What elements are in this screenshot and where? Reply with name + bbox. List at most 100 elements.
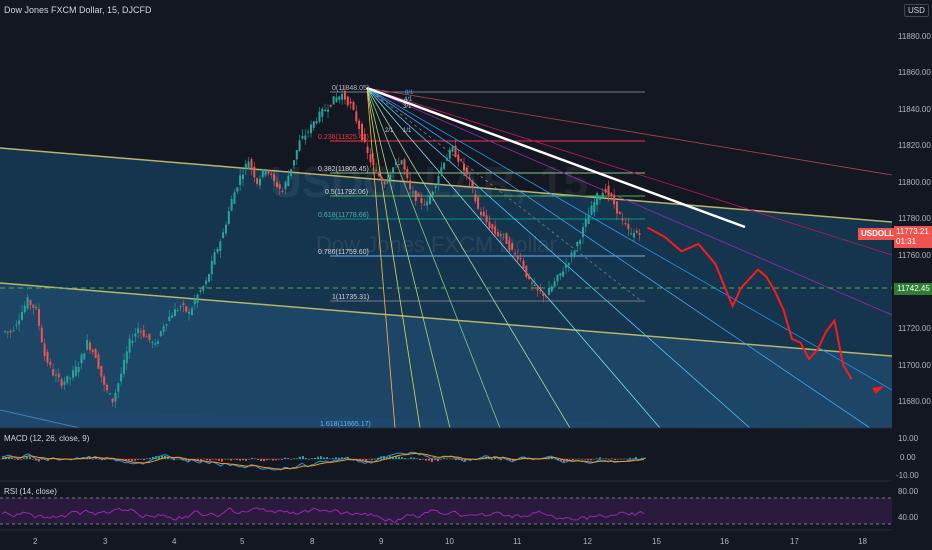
candle-body [344,91,346,100]
macd-bar [185,459,187,461]
candle-body [38,308,40,326]
macd-bar [98,459,100,460]
candle-body [312,121,315,128]
macd-tick: -10.00 [896,471,919,480]
fib-label: 0.382(11805.45) [318,166,369,173]
macd-bar [449,458,451,460]
candle-body [361,123,363,141]
candle-body [293,160,295,166]
candle-body [108,393,111,395]
white-trendline[interactable] [366,86,746,229]
macd-bar [572,459,574,460]
price-chart[interactable]: 0(11848.05) 0.236(11825.42) 0.382(11805.… [0,0,892,550]
candle-body [389,174,392,181]
candle-body [406,168,409,179]
candle-body [378,173,380,177]
price-tick: 11820.00 [898,141,931,150]
candle-body [253,166,256,178]
macd-bar [377,457,379,459]
macd-bar [170,458,172,460]
candle-body [145,336,148,338]
macd-bar [578,458,580,460]
candle-body [582,227,584,237]
macd-bar [275,459,277,461]
channel-mid-line[interactable] [0,282,892,357]
candle-body [233,192,236,204]
macd-bar [563,459,565,462]
fan-label: 3/1 [403,104,412,110]
candle-body [437,176,440,185]
rsi-band [0,498,892,524]
candle-body [346,96,349,106]
candle-body [23,305,26,313]
macd-bar [638,459,640,460]
macd-line [1,451,645,471]
macd-bar [527,458,529,460]
candle-body [616,201,618,214]
macd-bar [395,456,397,459]
price-tick: 11800.00 [898,178,931,187]
time-tick: 5 [240,537,245,546]
macd-bar [152,456,154,459]
candle-body [21,311,23,320]
price-axis[interactable]: USD 11880.00 11860.00 11840.00 11820.00 … [892,0,932,550]
gann-fan[interactable] [366,87,892,429]
candle-body [590,205,593,216]
fib-label: 1(11735.31) [332,294,369,301]
candle-body [32,304,35,308]
candle-body [332,96,335,105]
candle-body [196,294,199,303]
candle-body [140,331,142,333]
candle-body [267,170,270,174]
candle-body [66,375,69,383]
channel-top-line[interactable] [0,147,892,223]
forecast-path[interactable] [647,226,853,380]
candle-body [154,343,157,345]
macd-bar [188,459,190,462]
candle-body [307,131,310,133]
candle-body [400,160,403,165]
candle-body [210,261,213,275]
time-tick: 2 [33,537,38,546]
candle-body [171,315,174,318]
fan-label: 8/1 [405,90,414,96]
currency-badge[interactable]: USD [904,4,929,17]
macd-bar [629,457,631,459]
candle-body [256,178,259,184]
candle-body [443,162,446,169]
macd-bar [173,459,175,461]
macd-bar [551,457,553,459]
macd-bar [605,458,607,459]
candle-body [327,109,329,112]
macd-bar [221,459,223,462]
candle-body [97,354,100,369]
candle-body [35,306,38,309]
macd-bar [581,459,583,460]
candle-body [386,180,389,184]
symbol-title[interactable]: Dow Jones FXCM Dollar, 15, DJCFD [4,5,152,15]
candle-body [440,167,443,175]
candle-body [188,311,191,314]
macd-bar [401,457,403,459]
last-price-tag: 11773.21 01:31 [894,226,932,248]
macd-bar [386,457,388,459]
macd-title[interactable]: MACD (12, 26, close, 9) [4,434,90,443]
time-tick: 12 [583,537,592,546]
fib-label: 0.786(11759.60) [318,249,369,256]
rsi-title[interactable]: RSI (14, close) [4,487,57,496]
candlestick-series [4,84,641,409]
macd-bar [500,459,502,461]
macd-bar [143,459,145,461]
macd-bar [494,458,496,459]
candle-body [239,175,242,185]
channel-bottom-line[interactable] [0,409,81,429]
macd-bar [245,459,247,461]
macd-bar [104,459,106,460]
candle-body [465,167,468,175]
price-tick: 11840.00 [898,105,931,114]
macd-bar [284,457,286,459]
candle-body [89,342,91,351]
candle-body [60,379,63,387]
macd-bar [134,459,136,461]
fib-label: 0.236(11825.42) [318,134,369,141]
